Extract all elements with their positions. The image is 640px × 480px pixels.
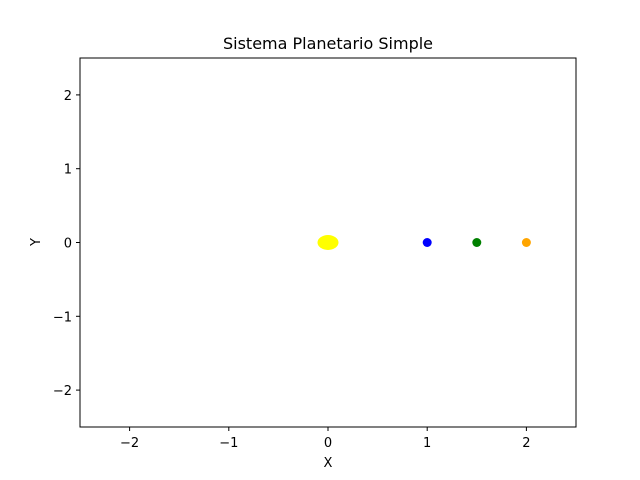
sun-point bbox=[317, 235, 339, 250]
planet-point bbox=[422, 238, 432, 247]
x-tick-label: 2 bbox=[522, 436, 530, 451]
y-tick-label: −2 bbox=[53, 384, 72, 399]
x-tick-label: −1 bbox=[219, 436, 238, 451]
x-tick-label: 0 bbox=[324, 436, 332, 451]
planet-point bbox=[521, 238, 531, 247]
y-tick-label: 2 bbox=[64, 89, 72, 104]
x-axis-label: X bbox=[324, 456, 333, 471]
data-points bbox=[317, 235, 531, 250]
x-axis: −2 −1 0 1 2 bbox=[120, 427, 531, 451]
axes-frame bbox=[79, 57, 577, 428]
y-tick-label: −1 bbox=[53, 310, 72, 325]
chart-title: Sistema Planetario Simple bbox=[223, 34, 433, 53]
planet-point bbox=[472, 238, 482, 247]
y-axis-label: Y bbox=[29, 238, 44, 247]
x-tick-label: −2 bbox=[120, 436, 139, 451]
x-tick-label: 1 bbox=[423, 436, 431, 451]
y-tick-label: 0 bbox=[64, 237, 72, 252]
y-axis: −2 −1 0 1 2 bbox=[53, 89, 80, 399]
y-tick-label: 1 bbox=[64, 163, 72, 178]
